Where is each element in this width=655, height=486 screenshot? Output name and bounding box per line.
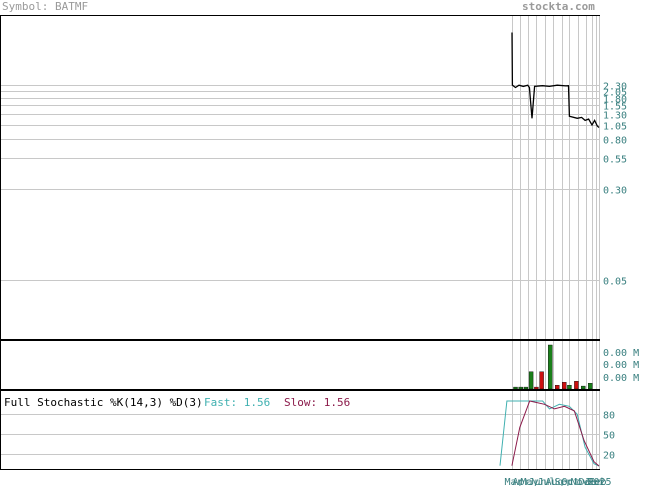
volume-tick-label: 0.00 M xyxy=(603,360,639,371)
date-tick-label: Feb xyxy=(589,477,607,486)
volume-bar xyxy=(562,382,567,390)
price-axis: 2.302.051.801.551.301.05 0.80 0.55 0.30 0.05 xyxy=(603,82,627,288)
date-tick-label: Jul xyxy=(538,477,556,486)
price-vgrid xyxy=(512,16,600,339)
volume-bar xyxy=(548,344,553,390)
stochastic-fast-line xyxy=(499,400,600,467)
volume-axis: 0.00 M0.00 M0.00 M xyxy=(603,348,639,384)
volume-bar xyxy=(581,385,586,390)
volume-tick-label: 0.00 M xyxy=(603,348,639,359)
price-tick-label: 0.55 xyxy=(603,155,627,166)
volume-bar xyxy=(513,386,518,390)
date-tick-label: Sep xyxy=(555,477,573,486)
price-tick-label: 0.30 xyxy=(603,186,627,197)
date-tick-label: Jan xyxy=(585,477,603,486)
symbol-label: Symbol: BATMF xyxy=(2,0,89,13)
price-tick-label: 1.30 xyxy=(603,111,627,122)
volume-bar xyxy=(528,371,534,390)
price-hgrid xyxy=(1,85,599,281)
date-tick-label: Aug xyxy=(546,477,564,486)
volume-bar xyxy=(588,383,593,390)
date-tick-label: 2025 xyxy=(588,477,612,486)
price-tick-label: 1.05 xyxy=(603,122,627,133)
stochastic-tick-label: 80 xyxy=(603,411,615,422)
stochastic-slow-line xyxy=(511,400,600,467)
date-tick-label: Mar xyxy=(505,477,523,486)
price-tick-label: 1.55 xyxy=(603,102,627,113)
volume-bars xyxy=(513,344,593,390)
volume-panel: 0.00 M0.00 M0.00 M xyxy=(0,340,639,390)
volume-vgrid xyxy=(512,341,600,389)
volume-bar xyxy=(539,371,544,390)
price-panel-border xyxy=(0,15,600,340)
stochastic-hgrid xyxy=(1,414,599,455)
stochastic-axis: 80 50 20 xyxy=(603,411,615,462)
stochastic-vgrid xyxy=(512,391,600,469)
brand-label: stockta.com xyxy=(522,0,595,13)
date-tick-label: Nov xyxy=(571,477,589,486)
volume-tick-label: 0.00 M xyxy=(603,373,639,384)
stochastic-tick-label: 20 xyxy=(603,451,615,462)
date-tick-label: May xyxy=(521,477,539,486)
stochastic-title: Full Stochastic %K(14,3) %D(3) xyxy=(4,396,203,409)
stochastic-slow-label: Slow: 1.56 xyxy=(284,396,351,409)
price-series xyxy=(511,32,600,128)
price-tick-label: 2.30 xyxy=(603,82,627,93)
stochastic-tick-label: 50 xyxy=(603,431,615,442)
price-tick-label: 0.05 xyxy=(603,277,627,288)
price-panel: 2.302.051.801.551.301.05 0.80 0.55 0.30 0.05 xyxy=(0,15,627,340)
price-tick-label: 2.05 xyxy=(603,88,627,99)
volume-bar xyxy=(567,385,572,390)
price-line xyxy=(511,32,600,128)
price-tick-label: 0.80 xyxy=(603,136,627,147)
price-tick-label: 1.80 xyxy=(603,95,627,106)
volume-bar xyxy=(574,381,579,390)
date-tick-label: Jun xyxy=(529,477,547,486)
stochastic-panel: 80 50 20 xyxy=(0,390,615,470)
volume-bar xyxy=(523,386,529,390)
volume-bar xyxy=(518,386,523,390)
stochastic-fast-label: Fast: 1.56 xyxy=(204,396,271,409)
volume-bar xyxy=(534,386,539,390)
volume-bar xyxy=(555,385,560,390)
date-tick-label: Dec xyxy=(579,477,597,486)
date-tick-label: Apr xyxy=(513,477,531,486)
volume-panel-border xyxy=(0,340,600,390)
stochastic-series xyxy=(499,400,600,467)
date-tick-label: Oct xyxy=(562,477,580,486)
